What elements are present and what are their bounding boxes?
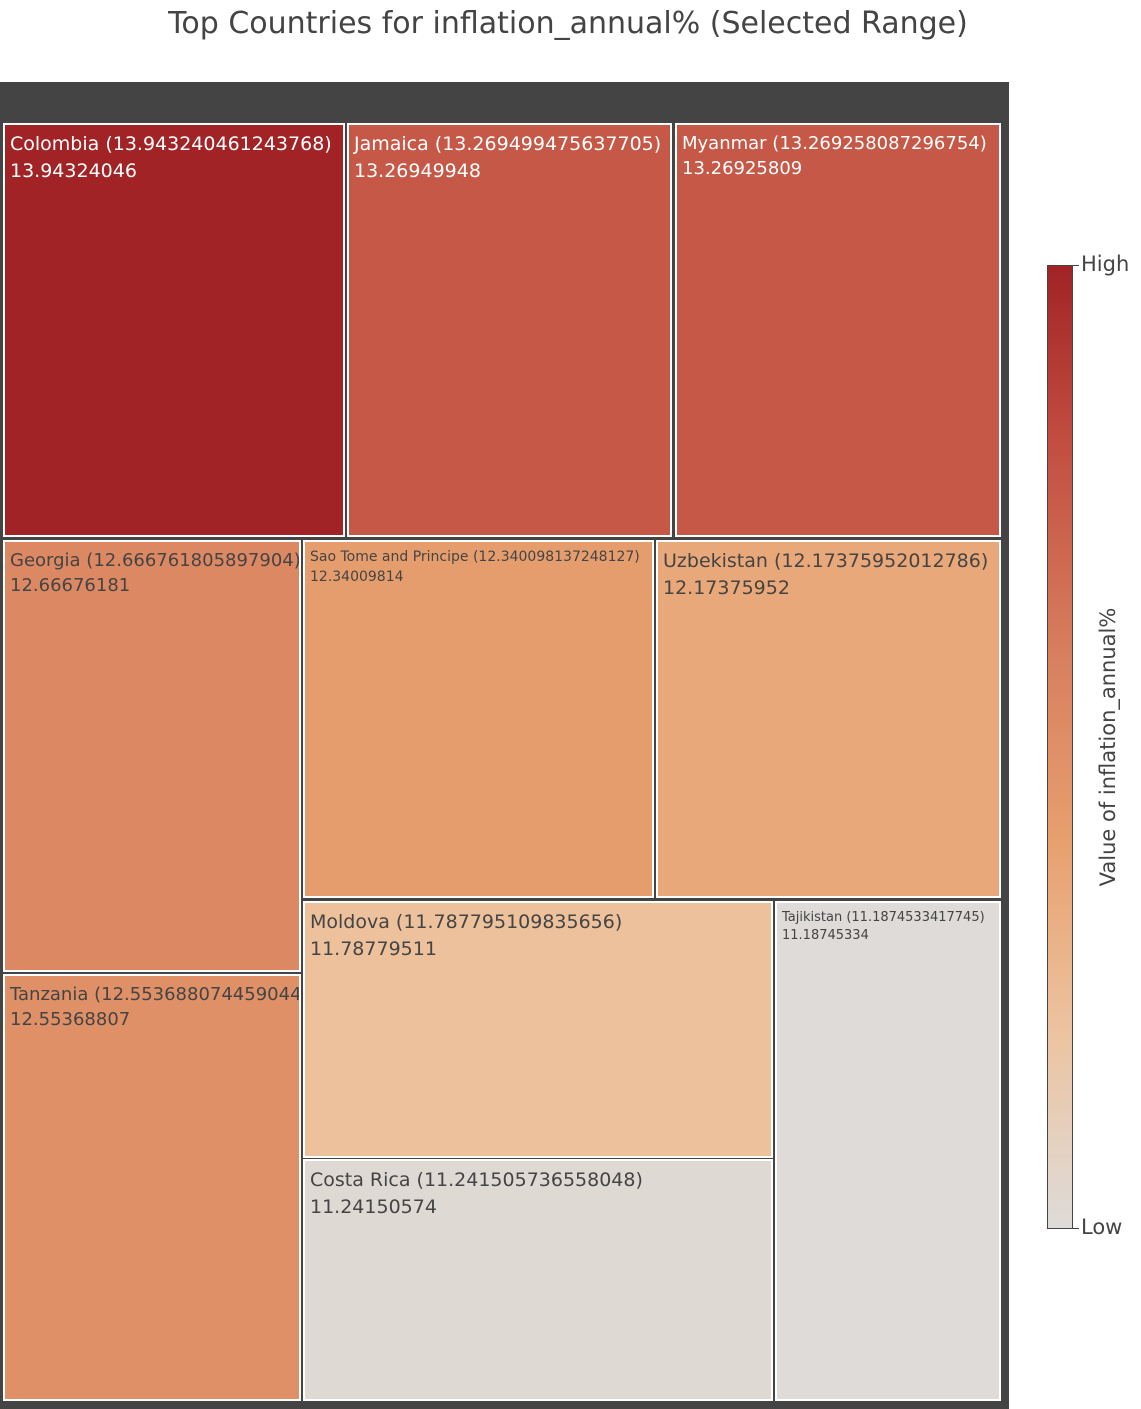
tile-value: 11.18745334	[782, 928, 869, 944]
tile-label: Tanzania (12.553688074459044)	[10, 984, 301, 1005]
tile-value: 13.26925809	[682, 158, 803, 180]
tile-label: Sao Tome and Principe (12.34009813724812…	[310, 549, 640, 565]
colorbar-tick-low	[1073, 1228, 1079, 1229]
tile-label: Uzbekistan (12.17375952012786)	[663, 550, 989, 572]
colorbar-high-label: High	[1081, 252, 1130, 276]
tile-value: 12.34009814	[310, 568, 404, 585]
tile-value: 12.66676181	[10, 575, 131, 597]
tile-uzbekistan[interactable]: Uzbekistan (12.17375952012786) 12.173759…	[656, 540, 1001, 898]
tile-tanzania[interactable]: Tanzania (12.553688074459044) 12.5536880…	[3, 974, 301, 1401]
tile-label: Colombia (13.943240461243768)	[10, 133, 332, 155]
tile-sao-tome-and-principe[interactable]: Sao Tome and Principe (12.34009813724812…	[303, 540, 654, 898]
tile-costa-rica[interactable]: Costa Rica (11.241505736558048) 11.24150…	[303, 1159, 773, 1401]
tile-label: Moldova (11.787795109835656)	[310, 911, 623, 933]
treemap: Colombia (13.943240461243768) 13.9432404…	[0, 82, 1009, 1409]
tile-value: 11.78779511	[310, 937, 437, 960]
tile-myanmar[interactable]: Myanmar (13.269258087296754) 13.26925809	[675, 123, 1001, 537]
tile-label: Tajikistan (11.1874533417745)	[782, 910, 985, 925]
colorbar-low-label: Low	[1081, 1215, 1123, 1239]
tile-colombia[interactable]: Colombia (13.943240461243768) 13.9432404…	[3, 123, 345, 537]
tile-tajikistan[interactable]: Tajikistan (11.1874533417745) 11.1874533…	[775, 901, 1001, 1401]
tile-label: Myanmar (13.269258087296754)	[682, 133, 987, 154]
chart-title: Top Countries for inflation_annual% (Sel…	[168, 6, 968, 41]
colorbar-tick-high	[1073, 265, 1079, 266]
tile-jamaica[interactable]: Jamaica (13.269499475637705) 13.26949948	[347, 123, 672, 537]
colorbar-title: Value of inflation_annual%	[1096, 607, 1120, 887]
tile-georgia[interactable]: Georgia (12.666761805897904) 12.66676181	[3, 540, 301, 972]
tile-moldova[interactable]: Moldova (11.787795109835656) 11.78779511	[303, 901, 773, 1158]
tile-label: Costa Rica (11.241505736558048)	[310, 1169, 643, 1191]
tile-label: Jamaica (13.269499475637705)	[354, 133, 662, 155]
tile-label: Georgia (12.666761805897904)	[10, 550, 301, 571]
tile-value: 13.94324046	[10, 159, 137, 182]
tile-value: 13.26949948	[354, 159, 481, 182]
tile-value: 11.24150574	[310, 1195, 437, 1218]
colorbar	[1047, 265, 1073, 1229]
tile-value: 12.17375952	[663, 576, 790, 599]
tile-value: 12.55368807	[10, 1009, 131, 1031]
